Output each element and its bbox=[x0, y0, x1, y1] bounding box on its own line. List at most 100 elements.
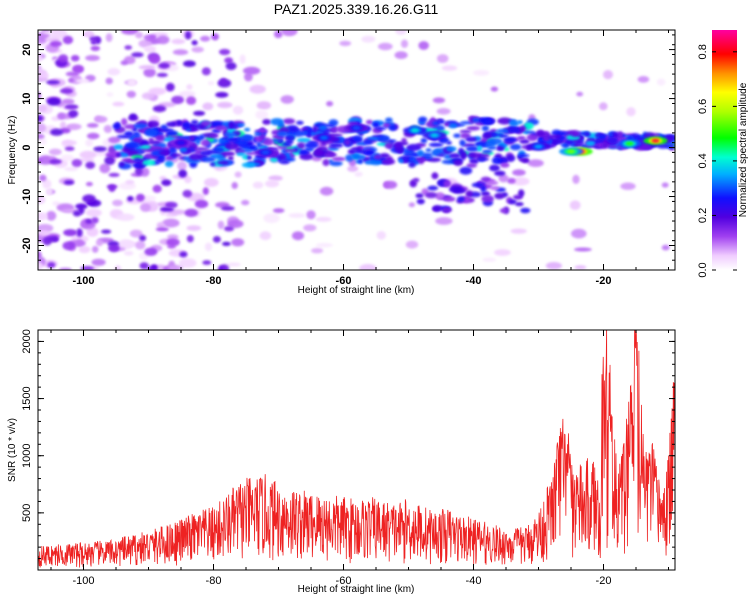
spectrogram-blob bbox=[262, 119, 271, 125]
spectrogram-blob bbox=[430, 133, 439, 138]
spectrogram-blob bbox=[358, 158, 364, 164]
spectrogram-blob bbox=[179, 147, 188, 153]
spectrogram-blob bbox=[339, 40, 352, 47]
spectrogram-blob bbox=[131, 52, 144, 58]
spectrogram-blob bbox=[158, 62, 170, 69]
spectrogram-blob bbox=[127, 78, 137, 87]
spectrogram-blob bbox=[415, 157, 426, 162]
spectrogram-blob bbox=[144, 129, 158, 137]
spectrogram-blob bbox=[330, 126, 339, 133]
snr-y-tick-label: 2000 bbox=[21, 329, 33, 353]
spectrogram-blob bbox=[46, 80, 60, 85]
spectrogram-blob bbox=[436, 153, 446, 157]
spectrogram-blob bbox=[320, 135, 328, 140]
spectrogram-blob bbox=[416, 198, 425, 205]
spectrogram-y-tick-label: 20 bbox=[21, 43, 33, 55]
spectrogram-blob bbox=[378, 134, 390, 143]
spectrogram-x-tick-label: -60 bbox=[336, 275, 352, 287]
spectrogram-blob bbox=[156, 222, 166, 229]
spectrogram-blob bbox=[38, 251, 42, 260]
spectrogram-blob bbox=[49, 158, 62, 165]
spectrogram-blob bbox=[453, 159, 463, 166]
spectrogram-blob bbox=[323, 123, 336, 128]
spectrogram-blob bbox=[82, 194, 96, 203]
spectrogram-blob bbox=[202, 102, 214, 111]
spectrogram-blob bbox=[108, 244, 120, 253]
spectrogram-blob bbox=[432, 121, 440, 126]
spectrogram-frame bbox=[37, 29, 676, 271]
spectrogram-blob bbox=[86, 227, 99, 237]
spectrogram-blob bbox=[527, 159, 544, 168]
spectrogram-blob bbox=[460, 153, 467, 161]
spectrogram-blob bbox=[489, 164, 500, 172]
spectrogram-blob bbox=[59, 88, 74, 94]
spectrogram-blob bbox=[165, 155, 174, 161]
spectrogram-blob bbox=[212, 147, 225, 153]
spectrogram-blob bbox=[279, 159, 290, 165]
spectrogram-blob bbox=[75, 78, 90, 84]
spectrogram-blob bbox=[545, 262, 563, 270]
spectrogram-blob bbox=[506, 154, 516, 162]
spectrogram-blob bbox=[234, 171, 242, 178]
spectrogram-blob bbox=[453, 133, 461, 138]
snr-x-axis-label: Height of straight line (km) bbox=[298, 584, 415, 595]
spectrogram-blob bbox=[64, 166, 79, 172]
spectrogram-blob bbox=[221, 151, 236, 157]
spectrogram-blob bbox=[601, 141, 609, 149]
spectrogram-blob bbox=[411, 128, 419, 133]
spectrogram-blob bbox=[494, 192, 505, 200]
spectrogram-blob bbox=[183, 60, 196, 67]
snr-x-tick-label: -60 bbox=[336, 575, 352, 587]
spectrogram-blob bbox=[288, 213, 306, 218]
spectrogram-blob bbox=[52, 236, 59, 242]
spectrogram-blob bbox=[264, 180, 280, 188]
spectrogram-blob bbox=[366, 136, 382, 141]
spectrogram-blob bbox=[473, 69, 490, 76]
colorbar-label: Normalized spectral amplitude bbox=[738, 82, 749, 217]
spectrogram-blob bbox=[159, 176, 167, 181]
spectrogram-blob bbox=[150, 264, 158, 270]
spectrogram-blob bbox=[661, 244, 670, 251]
spectrogram-blob bbox=[278, 121, 284, 128]
spectrogram-blob bbox=[200, 120, 212, 127]
spectrogram-blob bbox=[171, 153, 183, 157]
spectrogram-blob bbox=[395, 141, 409, 146]
spectrogram-blob bbox=[200, 139, 210, 147]
spectrogram-blob bbox=[215, 91, 229, 98]
spectrogram-blob bbox=[215, 125, 227, 131]
spectrogram-blob bbox=[133, 157, 142, 163]
spectrogram-blob bbox=[466, 126, 481, 131]
spectrogram-blob bbox=[255, 110, 269, 120]
spectrogram-blob bbox=[85, 218, 93, 224]
spectrogram-blob bbox=[148, 87, 166, 96]
spectrogram-blob bbox=[465, 190, 473, 198]
spectrogram-blob bbox=[38, 53, 43, 62]
spectrogram-x-tick-label: -40 bbox=[466, 275, 482, 287]
spectrogram-blob bbox=[383, 181, 390, 189]
spectrogram-blob bbox=[216, 160, 230, 165]
spectrogram-blob bbox=[494, 249, 511, 256]
spectrogram-blob bbox=[574, 265, 587, 270]
spectrogram-blob bbox=[203, 177, 219, 187]
spectrogram-blob bbox=[408, 202, 416, 208]
spectrogram-blob bbox=[625, 141, 634, 146]
spectrogram-y-tick-label: 10 bbox=[21, 92, 33, 104]
spectrogram-blob bbox=[347, 165, 359, 172]
spectrogram-blob bbox=[68, 78, 74, 83]
spectrogram-blob bbox=[565, 138, 575, 146]
spectrogram-blob bbox=[166, 130, 178, 137]
spectrogram-blob bbox=[167, 234, 179, 240]
spectrogram-blob bbox=[39, 174, 47, 182]
spectrogram-blob bbox=[287, 135, 294, 140]
spectrogram-blob bbox=[499, 208, 508, 213]
spectrogram-blob bbox=[140, 145, 151, 149]
spectrogram-blob bbox=[474, 142, 488, 147]
spectrogram-blob bbox=[124, 131, 134, 137]
spectrogram-blob bbox=[165, 121, 177, 128]
spectrogram-blob bbox=[177, 140, 185, 145]
spectrogram-blob bbox=[296, 120, 304, 125]
spectrogram-blob bbox=[47, 262, 56, 268]
spectrogram-blob bbox=[200, 156, 216, 163]
snr-y-tick-label: 1000 bbox=[21, 443, 33, 467]
